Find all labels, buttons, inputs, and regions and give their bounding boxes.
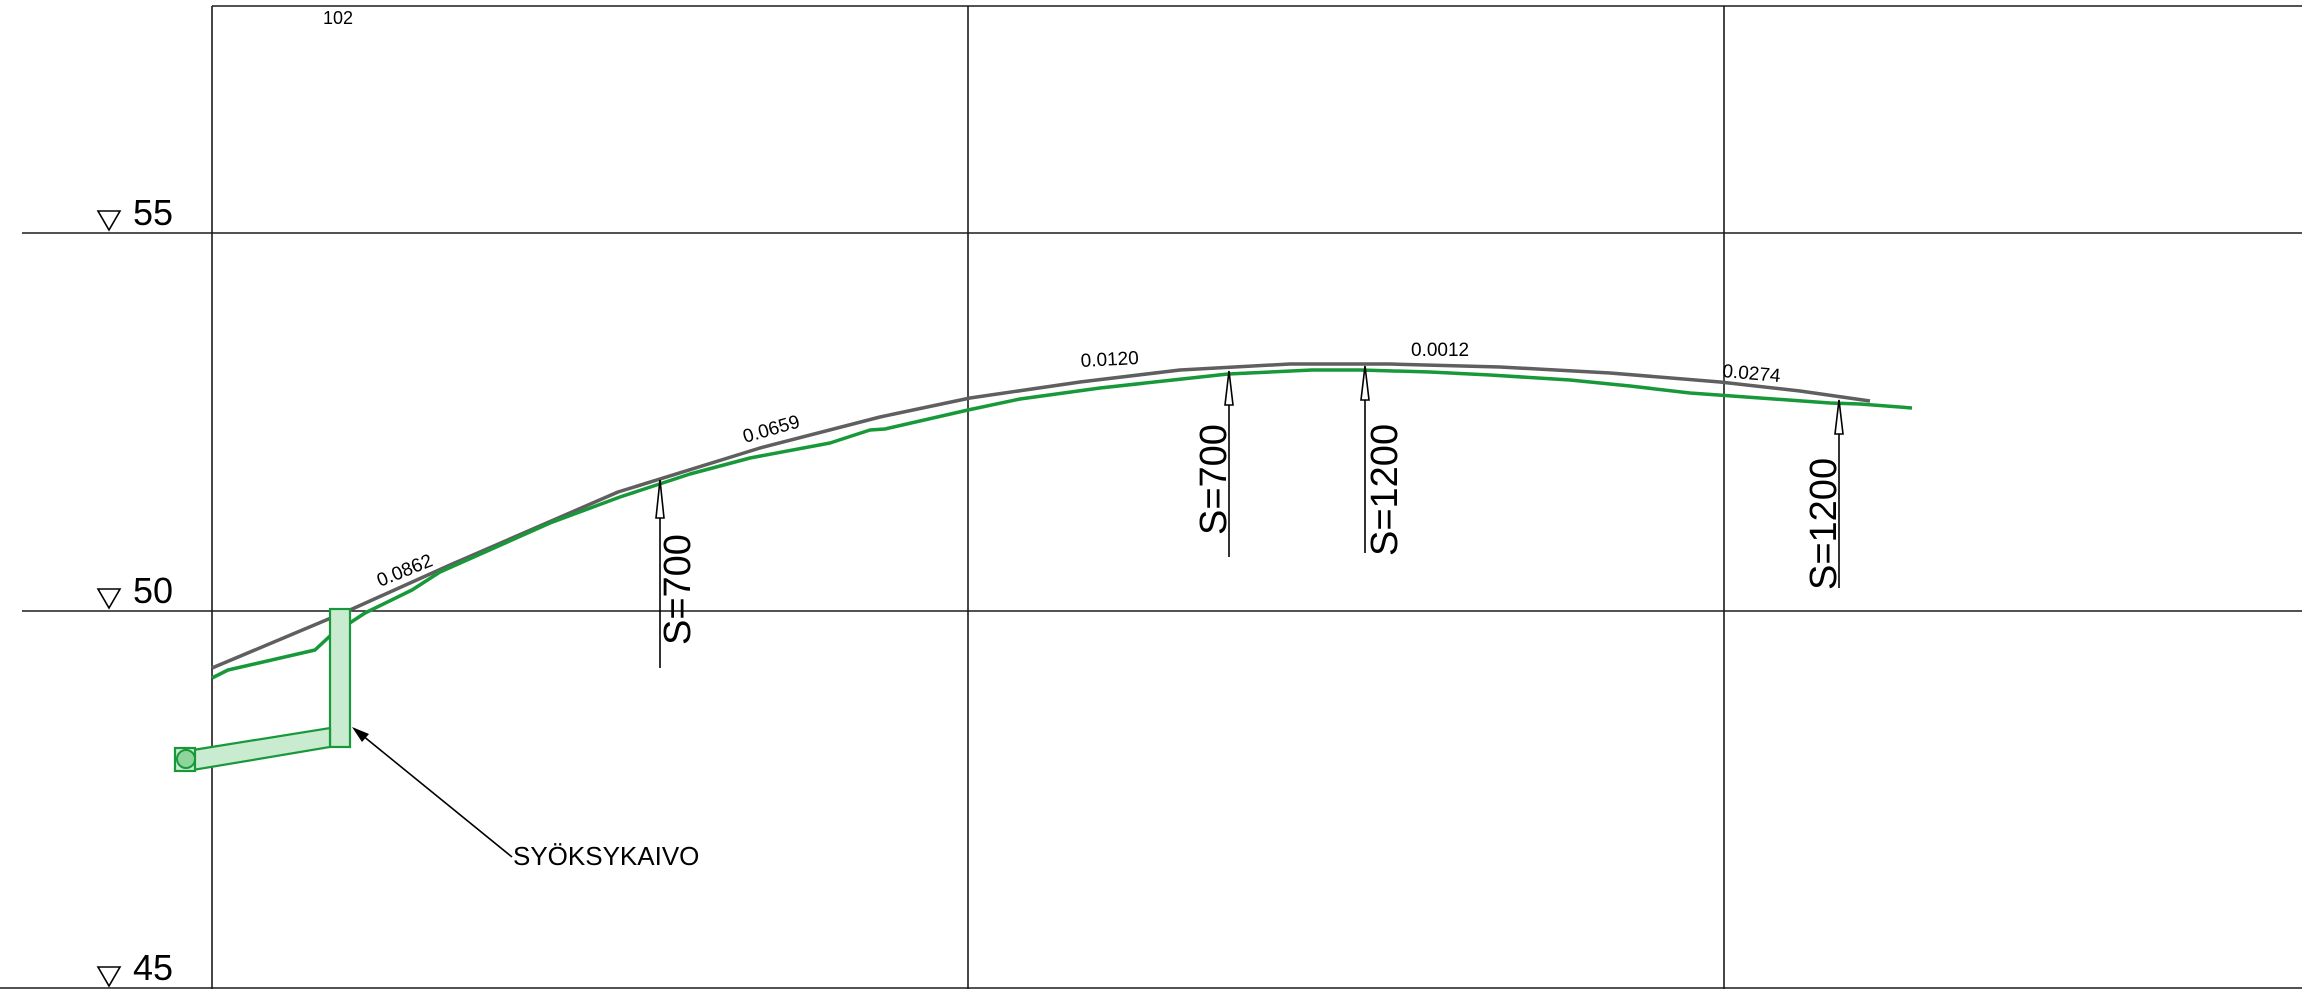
slope-label: 0.0274 [1722,361,1782,387]
callout-label: SYÖKSYKAIVO [513,841,699,871]
arrow-up-icon [1360,365,1370,401]
pipe-size-pointer [655,479,665,668]
arrow-up-icon [1834,399,1844,435]
drop-manhole-pipe-section [176,749,196,769]
drop-manhole-shaft [328,607,352,749]
callout-arrowhead [352,727,369,742]
arrow-up-icon [1224,370,1234,406]
slope-label: 0.0659 [741,412,803,448]
pipe-size-label: S=1200 [1803,458,1845,590]
elevation-label-55: 55 [133,192,173,233]
pipe-line [211,368,1913,680]
elevation-label-50: 50 [133,570,173,611]
ground-surface-line [211,362,1871,670]
slope-label: 0.0012 [1411,340,1469,361]
grid [0,5,2302,989]
elevation-marker-50: 50 [96,570,173,611]
sheet-number: 102 [323,8,353,28]
elevation-marker-55: 55 [96,192,173,233]
triangle-down-icon [96,210,122,232]
drop-manhole [173,607,352,773]
pipe-size-pointer [1224,370,1234,557]
elevation-label-45: 45 [133,947,173,988]
pipe-size-pointer [1834,399,1844,588]
drop-manhole-inlet-pipe [191,726,332,772]
pipe-size-label: S=700 [657,534,699,645]
pipe-size-label: S=700 [1193,424,1235,535]
slope-label: 0.0120 [1080,348,1139,372]
arrow-up-icon [655,479,665,519]
callout-leader [352,727,513,858]
pipe-size-pointer [1360,365,1370,553]
pipe-size-label: S=1200 [1364,424,1406,556]
elevation-marker-45: 45 [96,947,173,988]
triangle-down-icon [96,588,122,610]
triangle-down-icon [96,966,122,988]
